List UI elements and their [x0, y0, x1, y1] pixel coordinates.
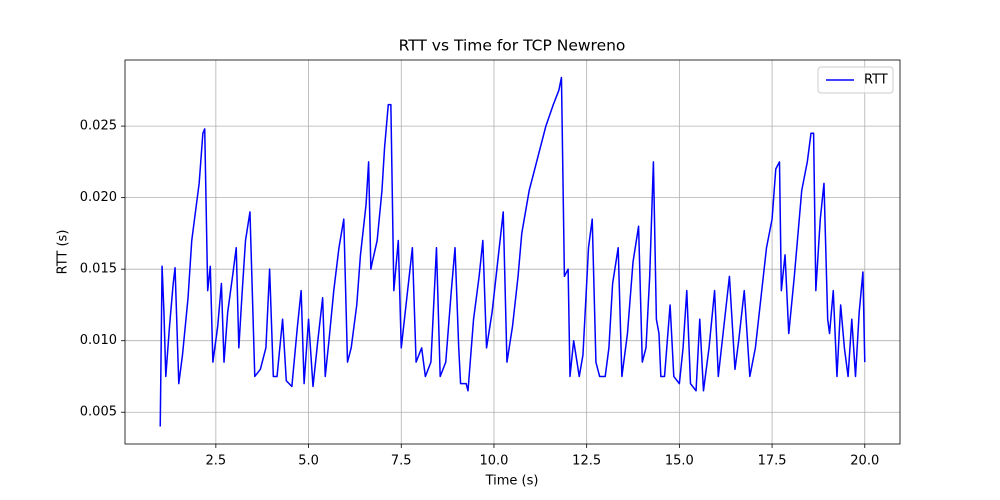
plot-frame: [124, 59, 901, 445]
y-tick-label: 0.025: [80, 119, 117, 134]
x-tick-label: 2.5: [206, 454, 227, 469]
y-tick-label: 0.015: [80, 262, 117, 277]
x-tick-label: 12.5: [572, 454, 601, 469]
y-tick-label: 0.010: [80, 333, 117, 348]
x-tick-label: 20.0: [850, 454, 879, 469]
legend-label: RTT: [864, 73, 888, 88]
x-tick-label: 10.0: [479, 454, 508, 469]
x-tick-label: 17.5: [758, 454, 787, 469]
x-tick-label: 15.0: [665, 454, 694, 469]
data-line: [159, 76, 866, 427]
y-tick-label: 0.020: [80, 190, 117, 205]
x-axis-label: Time (s): [485, 474, 539, 489]
y-tick-label: 0.005: [80, 405, 117, 420]
y-axis-label: RTT (s): [56, 230, 71, 275]
legend-box: [817, 66, 894, 94]
x-tick-label: 5.0: [298, 454, 319, 469]
chart-title: RTT vs Time for TCP Newreno: [399, 37, 626, 55]
x-tick-label: 7.5: [391, 454, 412, 469]
